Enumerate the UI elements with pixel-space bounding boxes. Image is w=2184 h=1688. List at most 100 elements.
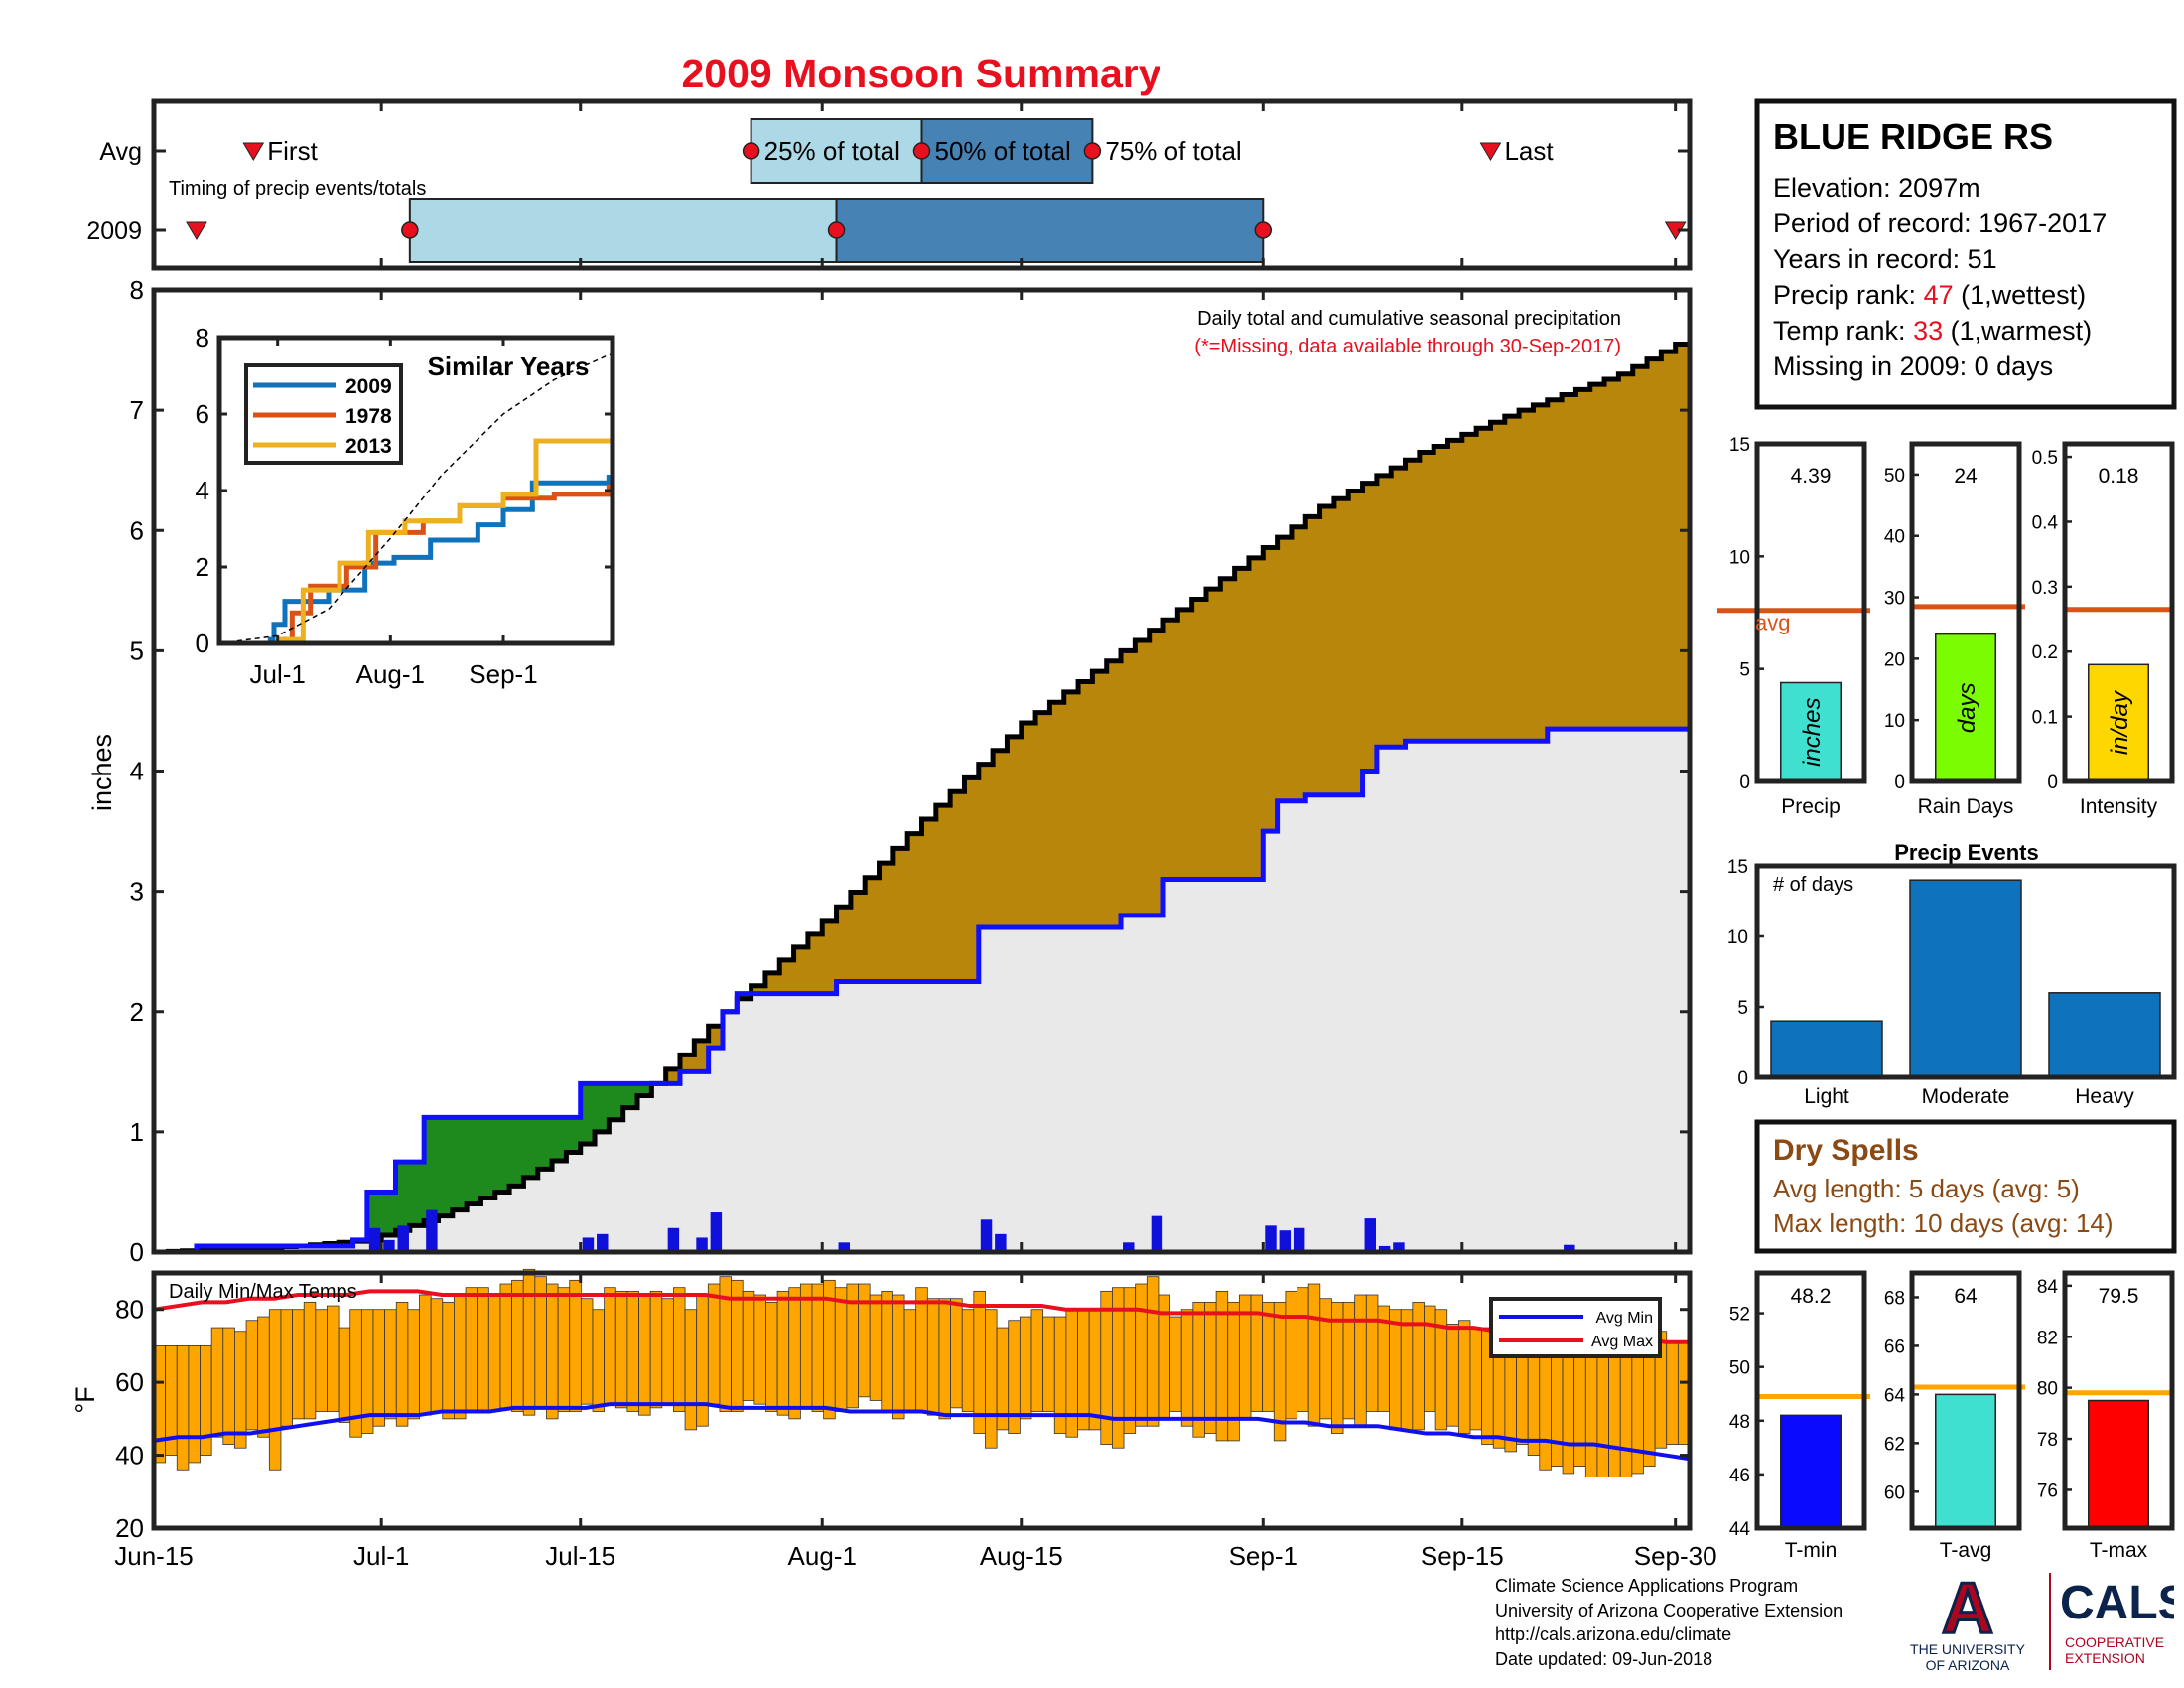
below-avg-segment <box>1007 736 1023 927</box>
temp-range-bar <box>210 1327 224 1438</box>
below-avg-segment <box>978 764 994 927</box>
main-ytick-label: 1 <box>130 1117 144 1147</box>
temp-range-bar <box>477 1287 489 1412</box>
tstat-ytick-label: 80 <box>2037 1379 2058 1400</box>
below-avg-segment <box>1277 537 1293 801</box>
daily-precip-bar <box>1378 1245 1391 1252</box>
station-period: Period of record: 1967-2017 <box>1773 209 2107 238</box>
temps-ytick-label: 40 <box>115 1441 144 1471</box>
temp-range-bar <box>961 1309 975 1412</box>
tstat-ytick-label: 64 <box>1884 1385 1906 1406</box>
temp-range-bar <box>499 1283 512 1409</box>
temp-range-bar <box>1077 1309 1090 1431</box>
temp-range-bar <box>1030 1309 1044 1412</box>
daily-precip-bar <box>397 1225 409 1252</box>
dry-spells-title: Dry Spells <box>1773 1134 1919 1167</box>
daily-precip-bar <box>368 1227 381 1252</box>
below-avg-segment <box>822 920 838 994</box>
below-avg-segment <box>1263 547 1279 832</box>
main-ytick-label: 7 <box>130 395 144 425</box>
temp-range-bar <box>1192 1301 1205 1438</box>
below-avg-segment <box>1589 384 1605 730</box>
temp-range-bar <box>1424 1305 1436 1412</box>
stat-ytick-label: 0.5 <box>2032 448 2058 469</box>
below-avg-segment <box>694 1040 710 1072</box>
station-missing: Missing in 2009: 0 days <box>1773 352 2053 381</box>
temp-range-bar <box>407 1309 420 1420</box>
tstat-ytick-label: 78 <box>2037 1430 2058 1451</box>
daily-precip-bar <box>1265 1225 1277 1252</box>
avg-max-line <box>153 1289 1690 1344</box>
timing-avg-p25-marker <box>742 142 760 160</box>
event-category-label: Heavy <box>2075 1085 2134 1108</box>
below-avg-segment <box>1220 578 1236 880</box>
temps-legend: Avg Min Avg Max <box>1489 1297 1662 1358</box>
temp-range-bar <box>569 1279 582 1412</box>
tstat-ytick-label: 76 <box>2037 1480 2058 1501</box>
precip-rank-label: Precip rank: <box>1773 280 1924 310</box>
daily-precip-bar <box>1393 1242 1405 1252</box>
below-avg-segment <box>865 877 881 982</box>
temp-range-bar <box>1204 1301 1217 1434</box>
below-avg-segment <box>1191 599 1207 880</box>
below-avg-segment <box>1049 702 1065 927</box>
stat-ytick-label: 0.2 <box>2032 642 2058 663</box>
temp-range-bar <box>430 1298 444 1412</box>
footer-line-3[interactable]: http://cals.arizona.edu/climate <box>1495 1624 1732 1644</box>
temp-range-bar <box>1400 1309 1414 1431</box>
station-info-box: BLUE RIDGE RS Elevation: 2097m Period of… <box>1754 98 2177 410</box>
below-avg-segment <box>1205 589 1221 880</box>
main-ytick-label: 0 <box>130 1237 144 1267</box>
temp-range-bar <box>973 1290 986 1434</box>
inset-xtick-label: Aug-1 <box>356 659 425 689</box>
stat-ytick-label: 0.4 <box>2032 512 2059 533</box>
daily-precip-bar <box>696 1237 708 1252</box>
avg-min-line <box>153 1402 1691 1462</box>
tstat-ytick-label: 48 <box>1729 1412 1750 1433</box>
station-elevation: Elevation: 2097m <box>1773 173 1980 203</box>
above-avg-segment <box>622 1083 638 1108</box>
above-avg-segment <box>580 1083 596 1144</box>
event-ytick-label: 15 <box>1727 857 1748 878</box>
logo-cals-line-2: EXTENSION <box>2065 1650 2145 1666</box>
below-avg-segment <box>1533 404 1549 742</box>
temp-range-bar <box>626 1290 639 1412</box>
inset-series-Avg <box>218 353 613 644</box>
daily-precip-bar <box>1123 1242 1135 1252</box>
temp-range-bar <box>881 1290 893 1412</box>
period-value: 1967-2017 <box>1979 209 2107 238</box>
logo-cals: CALS <box>2060 1577 2174 1629</box>
timing-year-box-50-75 <box>835 198 1265 263</box>
above-avg-segment <box>494 1117 510 1193</box>
elevation-label: Elevation: <box>1773 173 1898 203</box>
daily-precip-bar <box>1293 1227 1305 1252</box>
tstat-value-label: 48.2 <box>1791 1285 1832 1308</box>
temp-range-bar <box>280 1309 293 1427</box>
stat-unit-label: inches <box>1799 698 1826 767</box>
below-avg-segment <box>850 892 866 982</box>
temp-range-bar <box>684 1309 698 1431</box>
stat-avg-label: avg <box>1755 611 1790 635</box>
station-precip-rank: Precip rank: 47 (1,wettest) <box>1773 280 2086 310</box>
temps-title: Daily Min/Max Temps <box>169 1281 357 1303</box>
event-bar-Moderate <box>1909 879 2022 1078</box>
above-avg-segment <box>409 1162 425 1226</box>
above-avg-segment <box>467 1117 482 1204</box>
stat-ytick-label: 30 <box>1884 589 1905 610</box>
inset-xtick-label: Sep-1 <box>469 659 537 689</box>
timing-last-label: Last <box>1504 136 1554 166</box>
above-avg-segment <box>381 1192 397 1236</box>
event-category-label: Moderate <box>1922 1085 2010 1108</box>
temp-range-bar <box>338 1327 351 1423</box>
timing-panel: Avg 2009 Timing of precip events/totals … <box>86 98 1693 271</box>
tstat-ytick-label: 82 <box>2037 1328 2058 1348</box>
timing-avg-box-50-75 <box>920 118 1094 184</box>
below-avg-segment <box>1376 475 1392 748</box>
temp-stats-panels: 48.2 T-min 44 46 48 50 52 64 T-avg 60 62 64 66 68 79.5… <box>1729 1270 2175 1562</box>
temp-range-bar <box>707 1283 721 1405</box>
stat-panel-frame <box>1909 441 2022 784</box>
temp-range-bar <box>926 1298 940 1416</box>
inset-ytick-label: 0 <box>196 629 209 658</box>
daily-precip-bar <box>995 1233 1007 1252</box>
stat-ytick-label: 50 <box>1884 466 1905 487</box>
